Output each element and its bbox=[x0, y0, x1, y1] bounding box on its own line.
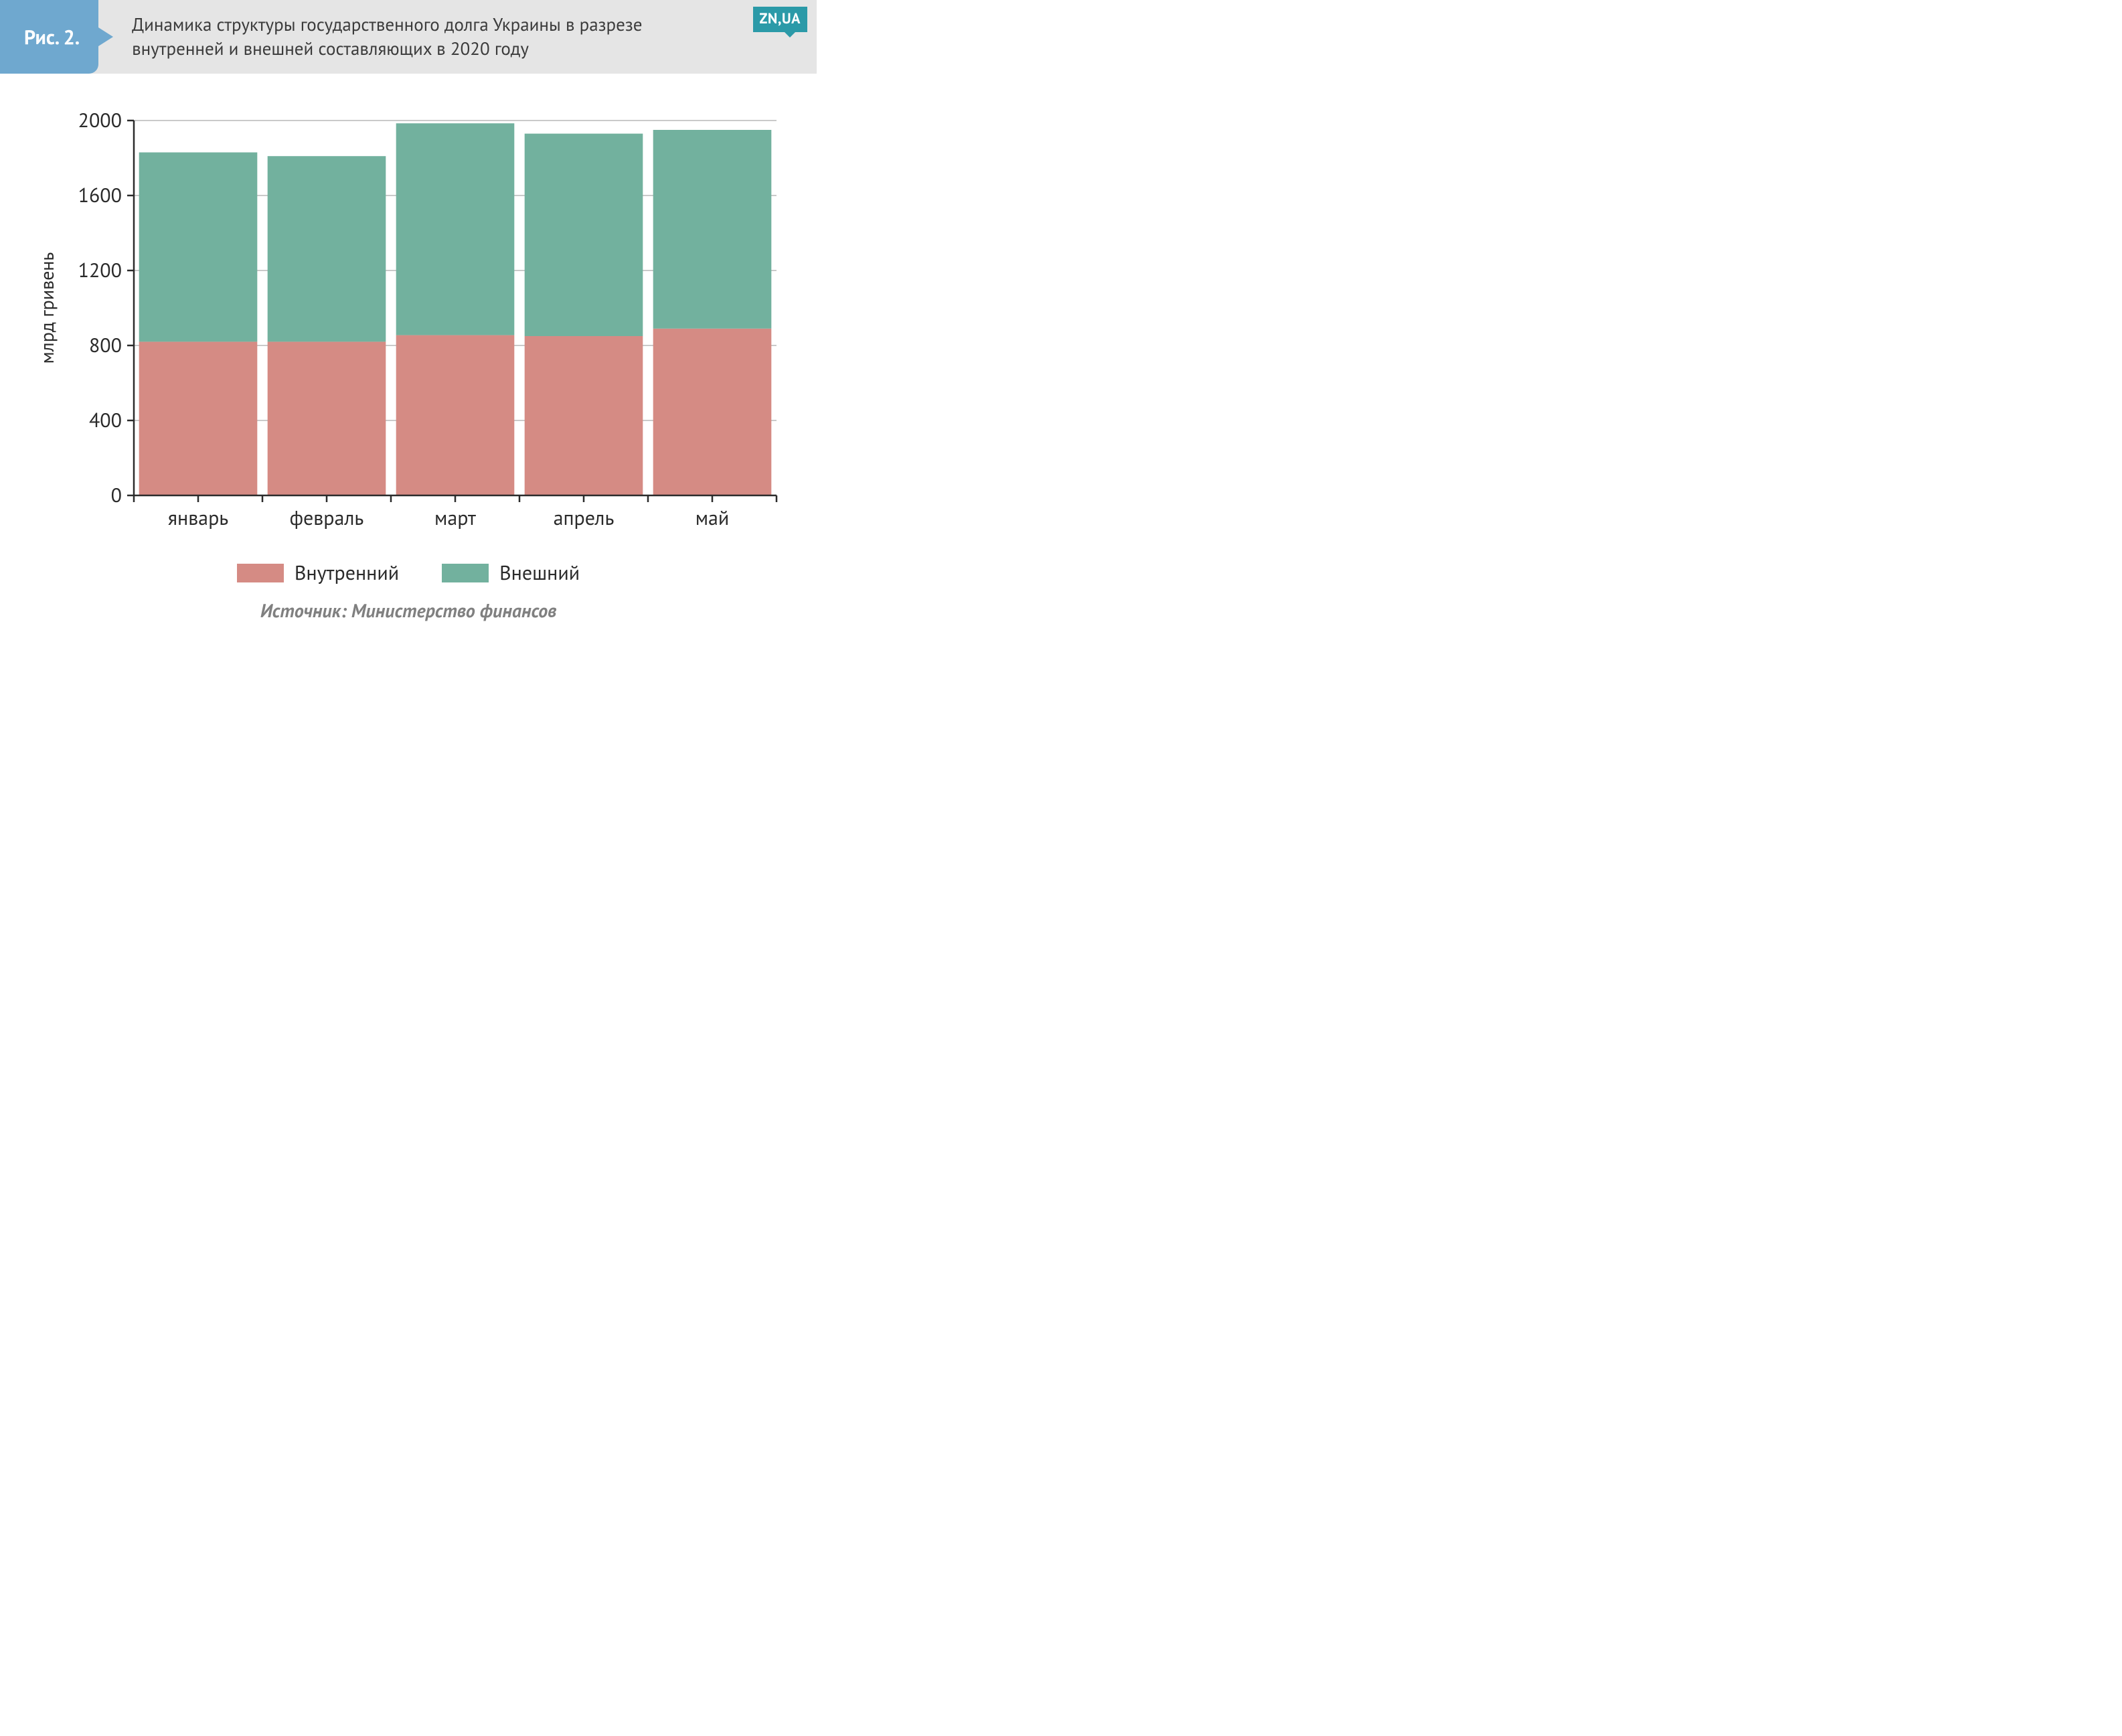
legend-label: Внутренний bbox=[295, 560, 399, 586]
y-axis-label: млрд гривень bbox=[34, 252, 59, 364]
bar-segment bbox=[139, 341, 258, 495]
chart-legend: Внутренний Внешний bbox=[0, 549, 817, 591]
svg-text:0: 0 bbox=[111, 482, 122, 508]
chart-source: Источник: Министерство финансов bbox=[0, 591, 817, 639]
bar-segment bbox=[653, 329, 772, 495]
svg-text:400: 400 bbox=[89, 407, 122, 433]
svg-text:январь: январь bbox=[168, 505, 229, 531]
stacked-bar-chart: 0 400 800 1200 1600 2000 январь февраль март апре… bbox=[27, 107, 790, 542]
svg-text:1600: 1600 bbox=[78, 182, 122, 208]
figure-title: Динамика структуры государственного долг… bbox=[98, 0, 817, 74]
bar-segment bbox=[396, 123, 515, 335]
bar-segment bbox=[268, 156, 386, 341]
legend-item: Внешний bbox=[442, 560, 580, 586]
bar-segment bbox=[525, 134, 643, 336]
svg-text:февраль: февраль bbox=[290, 505, 364, 531]
figure-number: Рис. 2. bbox=[24, 24, 80, 50]
bar-segment bbox=[396, 335, 515, 495]
svg-text:2000: 2000 bbox=[78, 107, 122, 133]
legend-item: Внутренний bbox=[237, 560, 399, 586]
chart-container: 0 400 800 1200 1600 2000 январь февраль март апре… bbox=[0, 74, 817, 549]
bar-segment bbox=[268, 341, 386, 495]
svg-text:март: март bbox=[434, 505, 476, 531]
svg-text:1200: 1200 bbox=[78, 257, 122, 283]
svg-text:апрель: апрель bbox=[554, 505, 615, 531]
legend-swatch bbox=[442, 564, 489, 582]
site-logo-text: ZN,UA bbox=[760, 9, 801, 28]
bar-segment bbox=[653, 130, 772, 329]
figure-badge: Рис. 2. bbox=[0, 0, 98, 74]
svg-text:800: 800 bbox=[89, 332, 122, 358]
legend-swatch bbox=[237, 564, 284, 582]
bar-segment bbox=[525, 336, 643, 495]
svg-text:май: май bbox=[696, 505, 730, 531]
figure-header: Рис. 2. Динамика структуры государственн… bbox=[0, 0, 817, 74]
bar-segment bbox=[139, 153, 258, 342]
site-logo: ZN,UA bbox=[753, 7, 807, 32]
legend-label: Внешний bbox=[499, 560, 580, 586]
